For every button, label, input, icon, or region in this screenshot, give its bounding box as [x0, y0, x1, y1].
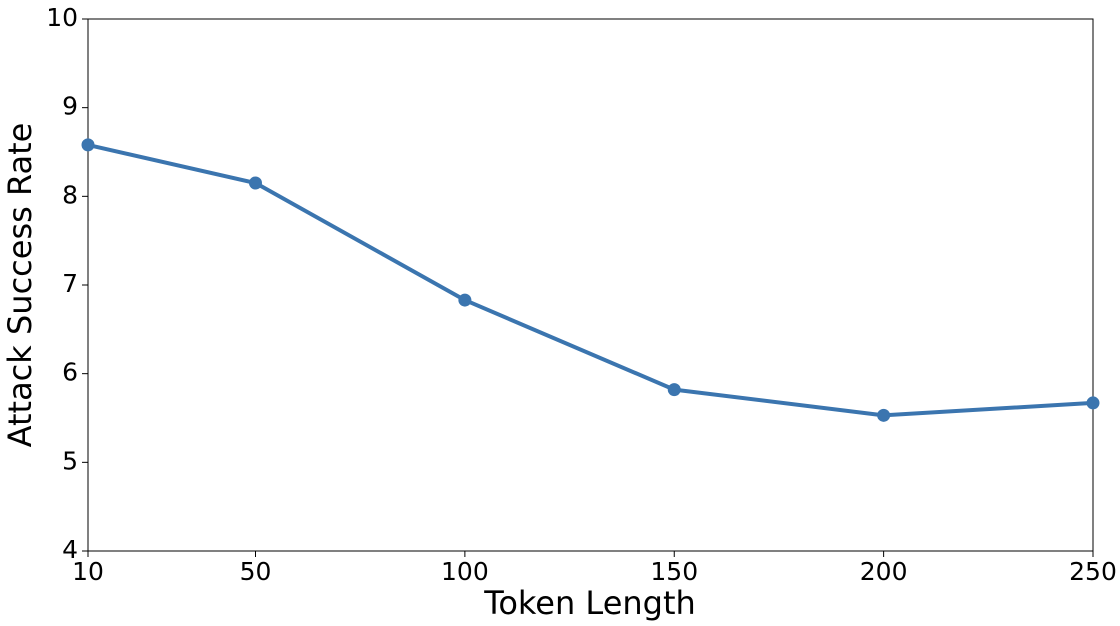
point [1086, 396, 1100, 410]
x-axis-label: Token Length [483, 584, 696, 622]
point [458, 293, 472, 307]
point [667, 383, 681, 397]
y-axis-label: Attack Success Rate [1, 123, 39, 448]
y-tick-label: 9 [62, 92, 78, 121]
plot-frame [87, 18, 1094, 552]
y-tick-label: 8 [62, 180, 78, 209]
x-tick-label: 10 [72, 557, 104, 586]
y-tick-label: 5 [62, 446, 78, 475]
y-tick-label: 7 [62, 269, 78, 298]
point [81, 138, 95, 152]
x-tick-label: 50 [240, 557, 272, 586]
series-line [87, 142, 1094, 418]
x-tick-label: 150 [650, 557, 698, 586]
point [877, 408, 891, 422]
x-tick-label: 250 [1069, 557, 1117, 586]
x-tick-label: 200 [860, 557, 908, 586]
y-tick-label: 6 [62, 358, 78, 387]
y-tick-label: 10 [46, 3, 78, 32]
x-tick-label: 100 [441, 557, 489, 586]
point [249, 176, 262, 190]
y-tick-label: 4 [62, 535, 78, 564]
